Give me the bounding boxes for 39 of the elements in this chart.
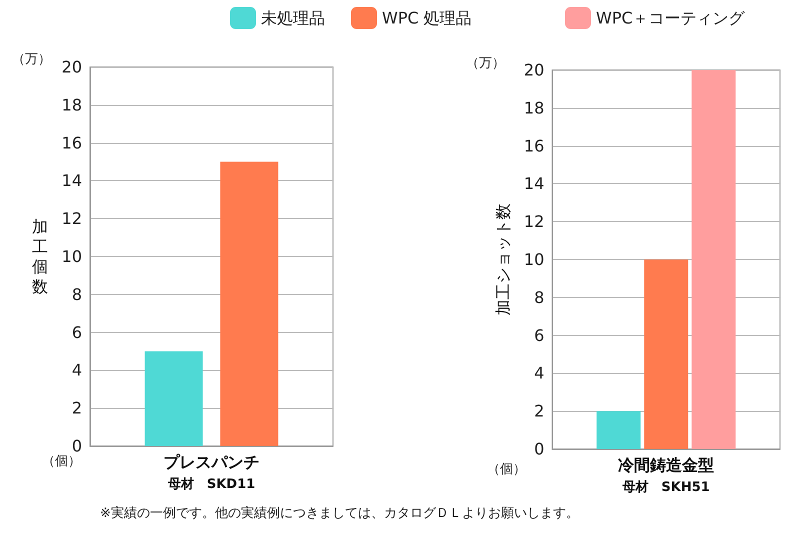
text: （個） [487, 461, 526, 478]
text: （万） [466, 55, 505, 72]
y-tick-label: 2 [534, 402, 544, 421]
y-tick-label: 4 [72, 360, 82, 380]
y-tick-label: 8 [534, 288, 544, 307]
y-tick-label: 12 [62, 209, 82, 228]
y-tick-label: 4 [534, 364, 544, 383]
x-tick-label: 冷間鋳造金型 [618, 456, 714, 474]
x-axis-title: 母材 SKD11 [166, 477, 256, 492]
y-tick-label: 18 [62, 95, 82, 114]
y-tick-label: 12 [524, 212, 544, 232]
legend-label: WPC 処理品 [382, 8, 472, 28]
y-tick-label: 0 [534, 440, 544, 458]
y-axis-title: 加工個数 [32, 217, 48, 296]
y-tick-label: 6 [72, 322, 82, 342]
bar [644, 260, 688, 449]
y-tick-label: 2 [72, 398, 82, 418]
y-tick-label: 10 [62, 247, 82, 266]
y-tick-label: 14 [62, 171, 82, 190]
y-tick-label: 20 [524, 60, 544, 80]
legend-label: 未処理品 [261, 8, 325, 28]
y-tick-label: 0 [72, 436, 82, 456]
text: （万） [12, 51, 51, 68]
y-tick-label: 18 [524, 98, 544, 118]
legend-label: WPC＋コーティング [596, 8, 746, 28]
bar [692, 70, 736, 449]
text: ※実績の一例です。他の実績例につきましては、カタログＤＬよりお願いします。 [100, 505, 579, 522]
y-tick-label: 16 [524, 136, 544, 156]
y-tick-label: 8 [72, 284, 82, 304]
y-axis-title: 加工ショット数 [494, 204, 512, 316]
x-axis-title: 母材 SKH51 [621, 480, 710, 495]
y-tick-label: 14 [524, 174, 544, 194]
y-tick-label: 10 [524, 250, 544, 269]
text: （個） [42, 453, 81, 470]
bar [596, 411, 641, 449]
y-tick-label: 16 [62, 133, 82, 152]
y-tick-label: 6 [534, 326, 544, 345]
x-tick-label: プレスパンチ [164, 452, 260, 472]
y-tick-label: 20 [62, 58, 82, 76]
